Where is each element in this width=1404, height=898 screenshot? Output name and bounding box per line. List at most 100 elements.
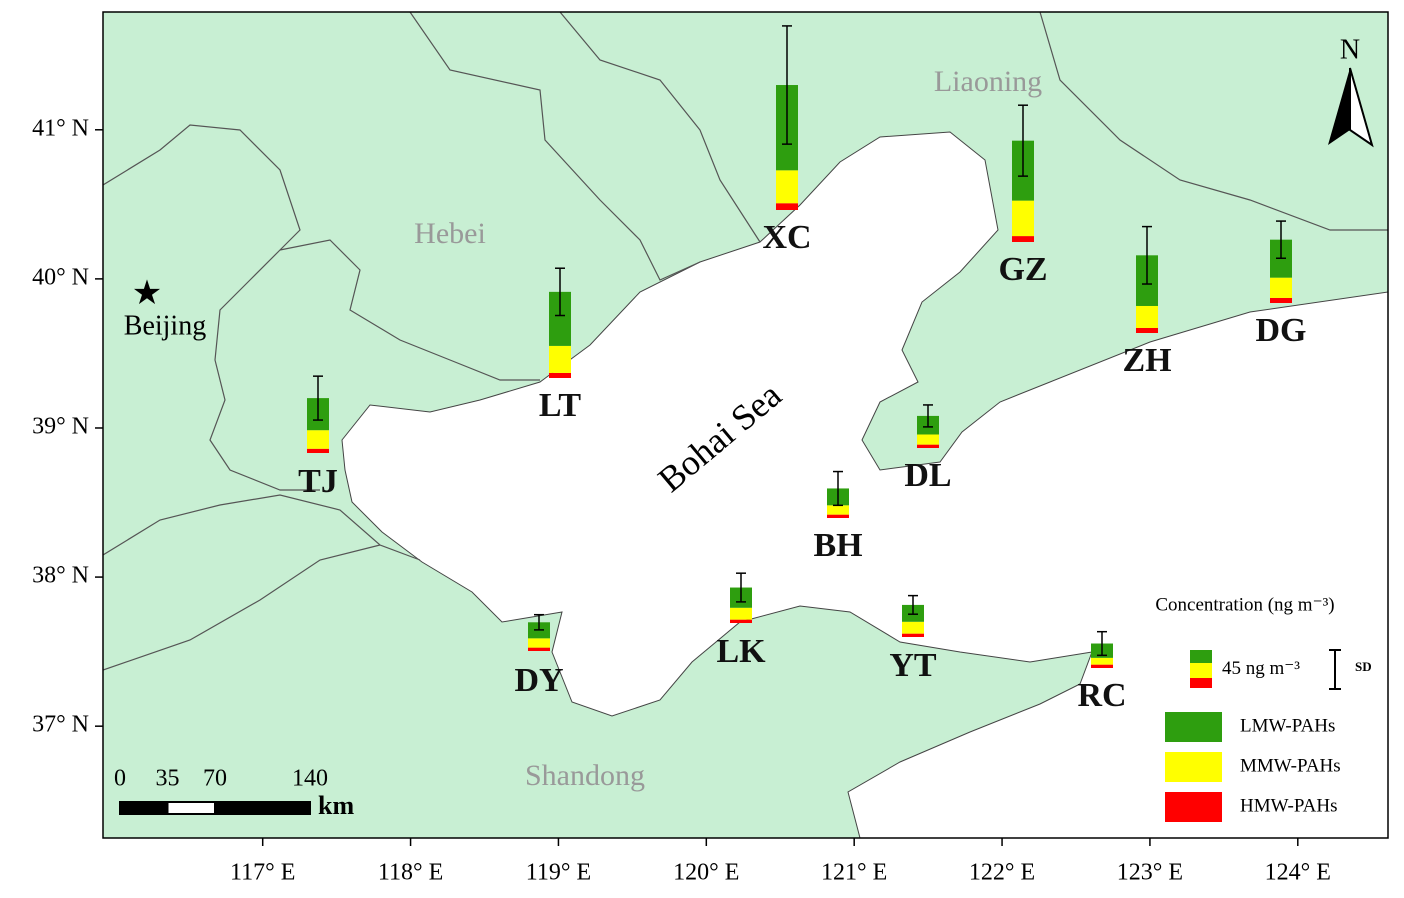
site-label: LT xyxy=(539,387,582,424)
bar-segment xyxy=(1012,200,1034,237)
site-label: BH xyxy=(813,527,862,564)
scale-segment xyxy=(119,801,169,815)
error-bar xyxy=(1276,220,1286,259)
y-tick-label: 39° N xyxy=(32,413,89,439)
site-label: ZH xyxy=(1122,342,1171,379)
legend-scale-label: 45 ng m⁻³ xyxy=(1222,658,1300,679)
arrow-half xyxy=(1328,68,1350,145)
site-label: DY xyxy=(514,662,563,699)
bar-segment xyxy=(1091,664,1113,668)
error-bar xyxy=(782,25,792,145)
bar-segment xyxy=(827,514,849,518)
x-tick-label: 123° E xyxy=(1117,860,1183,886)
province-border xyxy=(559,12,761,243)
bar-segment xyxy=(1270,277,1292,298)
bar-segment xyxy=(1012,236,1034,242)
error-bar xyxy=(1018,104,1028,177)
region-label: Liaoning xyxy=(934,65,1042,98)
scale-tick-label: 35 xyxy=(156,766,180,792)
x-tick-label: 118° E xyxy=(378,860,443,886)
bar-segment xyxy=(549,291,571,346)
y-tick-label: 40° N xyxy=(32,264,89,290)
legend-title: Concentration (ng m⁻³) xyxy=(1155,594,1334,615)
error-bar xyxy=(555,267,565,317)
bar-segment xyxy=(307,448,329,453)
bar-segment xyxy=(1136,305,1158,328)
bar-segment xyxy=(1136,327,1158,333)
error-bar xyxy=(1097,630,1107,657)
sea xyxy=(341,131,1388,838)
province-border xyxy=(103,544,381,671)
y-tick-label: 37° N xyxy=(32,712,89,738)
x-tick-label: 117° E xyxy=(230,860,295,886)
site-label: DG xyxy=(1256,312,1307,349)
capital-star: ★ xyxy=(132,275,162,312)
bar-segment xyxy=(730,607,752,620)
legend-scale-value: 45 xyxy=(1222,658,1241,679)
bar-segment xyxy=(549,372,571,378)
sd-label: SD xyxy=(1355,659,1372,674)
site-label: TJ xyxy=(298,463,338,500)
x-tick-label: 121° E xyxy=(821,860,887,886)
bar-segment xyxy=(307,430,329,449)
x-tick-label: 120° E xyxy=(673,860,739,886)
arrow-half xyxy=(1349,67,1374,148)
frame xyxy=(102,11,1389,839)
scale-segment xyxy=(166,801,216,815)
region-label: Hebei xyxy=(414,217,486,250)
legend-swatch xyxy=(1165,712,1222,742)
map-body xyxy=(103,12,1388,838)
site-label: LK xyxy=(716,633,766,670)
scale-unit: km xyxy=(318,791,354,820)
bar-segment xyxy=(917,444,939,448)
error-bar xyxy=(736,572,746,603)
city-label: Beijing xyxy=(124,310,206,341)
bar-segment xyxy=(827,505,849,515)
bar-segment xyxy=(917,434,939,445)
x-tick-label: 119° E xyxy=(526,860,591,886)
province-border xyxy=(1039,12,1388,231)
bar-segment xyxy=(528,638,550,648)
legend-scale-unit: ng m⁻³ xyxy=(1246,658,1301,679)
site-label: GZ xyxy=(998,251,1047,288)
x-tick-label: 124° E xyxy=(1265,860,1331,886)
bar-segment xyxy=(776,170,798,204)
bar-segment xyxy=(1091,657,1113,665)
legend-scale-segment xyxy=(1190,678,1212,688)
y-tick-label: 41° N xyxy=(32,115,89,141)
province-border xyxy=(279,239,540,381)
bar-segment xyxy=(549,345,571,373)
error-bar xyxy=(313,375,323,421)
y-tick-label: 38° N xyxy=(32,563,89,589)
legend-swatch xyxy=(1165,792,1222,822)
legend: Concentration (ng m⁻³) 45 ng m⁻³ SD LMW-… xyxy=(1155,594,1372,822)
site-label: DL xyxy=(904,457,951,494)
site-label: XC xyxy=(762,219,811,256)
legend-label: HMW-PAHs xyxy=(1240,795,1338,816)
north-arrow: N xyxy=(1328,34,1374,148)
error-bar xyxy=(1142,225,1152,285)
bar-segment xyxy=(776,203,798,210)
region-label: Shandong xyxy=(525,759,645,792)
bar-segment xyxy=(1270,297,1292,303)
legend-swatch xyxy=(1165,752,1222,782)
scale-segment xyxy=(214,801,311,815)
legend-scale-segment xyxy=(1190,663,1212,678)
error-bar xyxy=(908,594,918,615)
bar-segment xyxy=(902,621,924,634)
bar-segment xyxy=(902,633,924,637)
error-bar xyxy=(833,470,843,507)
error-bar xyxy=(923,404,933,428)
x-tick-label: 122° E xyxy=(969,860,1035,886)
province-border xyxy=(103,124,320,491)
legend-label: MMW-PAHs xyxy=(1240,755,1341,776)
scale-tick-label: 0 xyxy=(114,766,126,792)
bar-segment xyxy=(730,619,752,623)
province-border xyxy=(409,12,701,281)
site-label: RC xyxy=(1077,677,1126,714)
error-bar xyxy=(534,613,544,631)
site-label: YT xyxy=(889,647,937,684)
scale-tick-label: 140 xyxy=(292,766,328,792)
